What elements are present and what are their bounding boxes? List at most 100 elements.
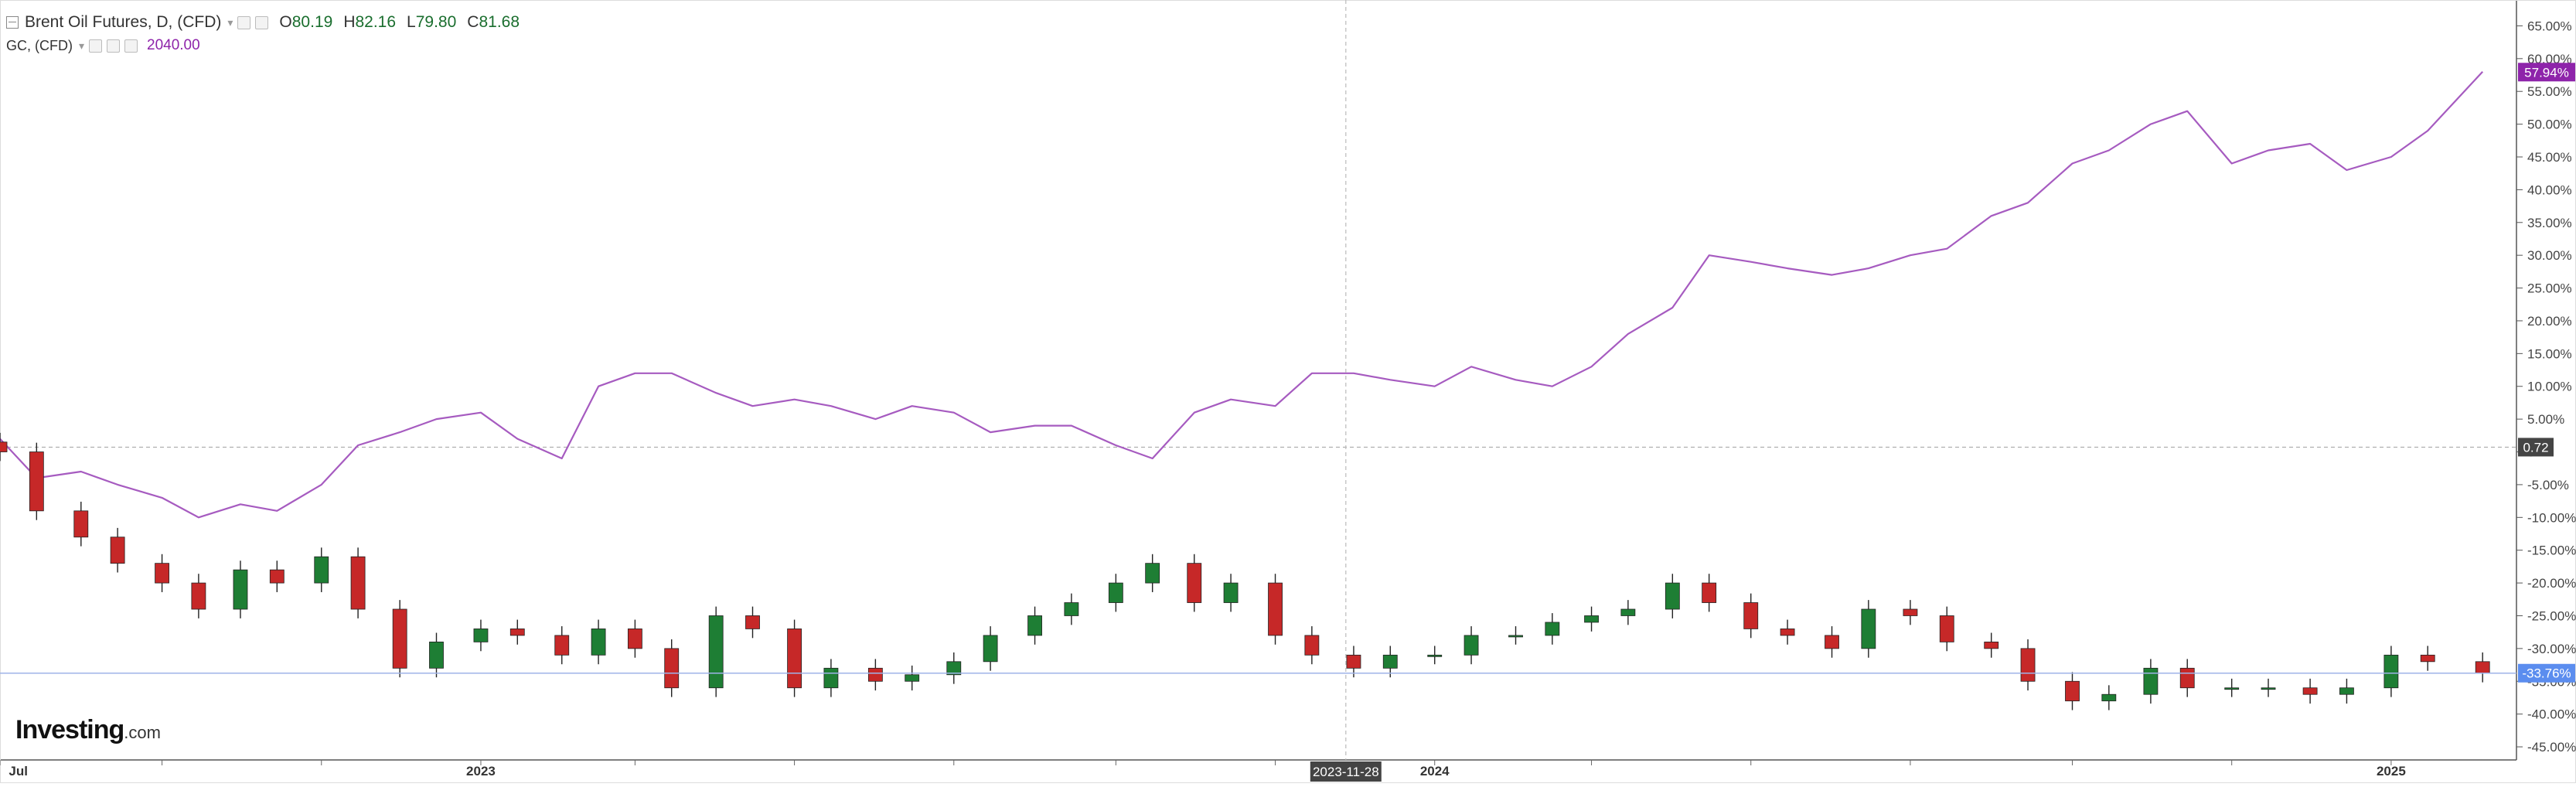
y-tick-label: 10.00% [2527,380,2572,394]
brent-candle [2302,687,2318,695]
price-scale[interactable]: 65.00% 60.00% 55.00% 50.00% 45.00% 40.00% 35.0… [2516,19,2576,755]
y-tick-label: -45.00% [2527,740,2576,755]
brent-candle [2179,667,2195,689]
brent-candle [1743,602,1759,629]
y-tick-label: 15.00% [2527,346,2572,361]
y-tick-label: 65.00% [2527,19,2572,33]
settings-icon[interactable] [237,15,251,29]
brent-candle [2143,667,2159,695]
brent-candle [1346,654,1361,669]
y-tick-label: -15.00% [2527,543,2576,558]
logo-suffix: .com [124,723,161,742]
crosshair-value-label: 0.72 [2523,440,2548,455]
time-scale[interactable]: Jul 2023 2024 2025 [0,760,2406,778]
x-tick-label: 2024 [1420,764,1450,778]
y-tick-label: 50.00% [2527,118,2572,132]
crosshair-value-box [2518,438,2554,457]
brent-candle [2261,687,2276,690]
crosshair: 2023-11-28 0.72 [1310,0,2554,782]
ohlc-open-key: O [279,13,292,31]
brent-candle [314,556,329,584]
brent-candle [1508,635,1523,638]
legend-row-secondary[interactable]: GC, (CFD) ▾ 2040.00 [6,34,520,57]
brent-candle [73,510,89,538]
y-tick-label: 40.00% [2527,182,2572,197]
brent-candle [745,615,760,629]
brent-candle [1620,608,1636,616]
x-tick-label: 2025 [2377,764,2406,778]
brent-candle [2065,680,2080,702]
logo-brand: Investing [15,715,124,744]
brent-candle [1903,608,1918,616]
brent-candle [2101,693,2117,702]
brent-candle [1108,582,1123,603]
brent-candle [1861,608,1876,649]
y-tick-label: 5.00% [2527,412,2564,427]
y-tick-label: -20.00% [2527,576,2576,591]
brent-candle [269,569,285,584]
ohlc-low-key: L [407,13,416,31]
eye-icon[interactable] [107,39,121,53]
brent-candle [0,441,8,452]
y-tick-label: -30.00% [2527,642,2576,656]
last-value-box [2518,63,2575,82]
y-tick-label: -25.00% [2527,608,2576,623]
brent-candle [591,629,606,656]
y-tick-label: 45.00% [2527,150,2572,165]
brent-candle [29,451,44,512]
chart-legend: Brent Oil Futures, D, (CFD) ▾ O 80.19 H 82… [6,11,520,57]
collapse-icon[interactable] [6,16,19,29]
brent-candle [392,608,407,669]
brent-candle [905,674,920,682]
primary-symbol-label[interactable]: Brent Oil Futures, D, (CFD) [25,13,222,31]
brent-candle [1463,635,1479,656]
y-tick-label: -40.00% [2527,707,2576,722]
close-icon[interactable] [124,39,138,53]
brent-candle [1145,563,1160,584]
brent-candle [823,667,839,689]
brent-candle [2475,661,2490,674]
plot-series [0,71,2516,710]
chevron-down-icon[interactable]: ▾ [227,15,233,29]
brent-candle [233,569,248,610]
close-icon[interactable] [255,15,269,29]
brent-candle [787,629,802,689]
brent-candle [1027,615,1042,636]
brent-candle [2339,687,2354,695]
brent-candle [1187,563,1202,603]
settings-icon[interactable] [89,39,103,53]
ohlc-open-value: 80.19 [291,13,333,31]
brent-candle [429,641,444,669]
y-tick-label: -5.00% [2527,478,2569,492]
brent-candle [1984,641,1999,649]
brent-candle [1584,615,1599,623]
brent-candle [627,629,642,649]
brent-candle [664,648,680,689]
ohlc-close-key: C [467,13,479,31]
secondary-symbol-label[interactable]: GC, (CFD) [6,37,73,53]
legend-row-primary[interactable]: Brent Oil Futures, D, (CFD) ▾ O 80.19 H 82… [6,11,520,34]
brent-candle [2020,648,2036,682]
investing-logo: Investing.com [15,715,161,745]
brent-candle [867,667,883,682]
y-tick-label: 20.00% [2527,314,2572,329]
brent-candle [946,661,962,676]
brent-candle [2420,654,2435,663]
brent-candle [191,582,206,610]
brent-candle [1702,582,1717,603]
x-tick-label: Jul [9,764,28,778]
y-tick-label: -10.00% [2527,510,2576,525]
last-value-label: 57.94% [2524,65,2569,80]
brent-candle [1545,622,1560,636]
chevron-down-icon[interactable]: ▾ [78,39,85,52]
last-value-label: -33.76% [2522,666,2571,681]
brent-candle [554,635,570,656]
brent-candle [155,563,169,584]
brent-candle [983,635,998,663]
brent-candle [1304,635,1320,656]
crosshair-date-label: 2023-11-28 [1313,765,1379,779]
brent-candle [1939,615,1954,642]
ohlc-low-value: 79.80 [415,13,457,31]
